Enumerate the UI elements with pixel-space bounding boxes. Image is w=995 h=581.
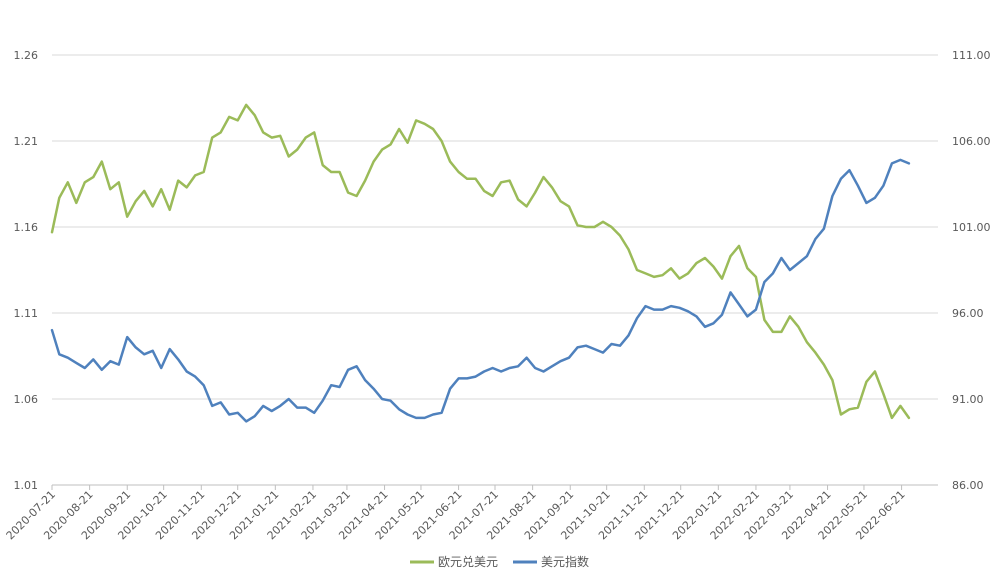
right-tick-label: 86.00 <box>952 479 984 492</box>
legend-label: 欧元兑美元 <box>438 555 498 569</box>
right-tick-label: 101.00 <box>952 221 991 234</box>
series-line-1 <box>50 158 911 423</box>
left-tick-label: 1.16 <box>14 221 39 234</box>
right-tick-label: 91.00 <box>952 393 984 406</box>
left-tick-label: 1.01 <box>14 479 39 492</box>
x-axis: 2020-07-212020-08-212020-09-212020-10-21… <box>4 485 908 542</box>
left-tick-label: 1.06 <box>14 393 39 406</box>
right-tick-label: 106.00 <box>952 135 991 148</box>
legend: 欧元兑美元 美元指数 <box>410 554 589 569</box>
left-tick-label: 1.26 <box>14 49 39 62</box>
right-tick-label: 96.00 <box>952 307 984 320</box>
left-tick-label: 1.21 <box>14 135 39 148</box>
left-tick-label: 1.11 <box>14 307 39 320</box>
series-line-0 <box>50 103 911 420</box>
legend-label: 美元指数 <box>541 554 589 569</box>
left-axis: 1.01 1.06 1.11 1.16 1.21 1.26 <box>14 49 39 492</box>
series-lines <box>50 103 911 423</box>
right-axis: 86.00 91.00 96.00 101.00 106.00 111.00 <box>952 49 991 492</box>
gridlines <box>52 54 938 486</box>
right-tick-label: 111.00 <box>952 49 991 62</box>
